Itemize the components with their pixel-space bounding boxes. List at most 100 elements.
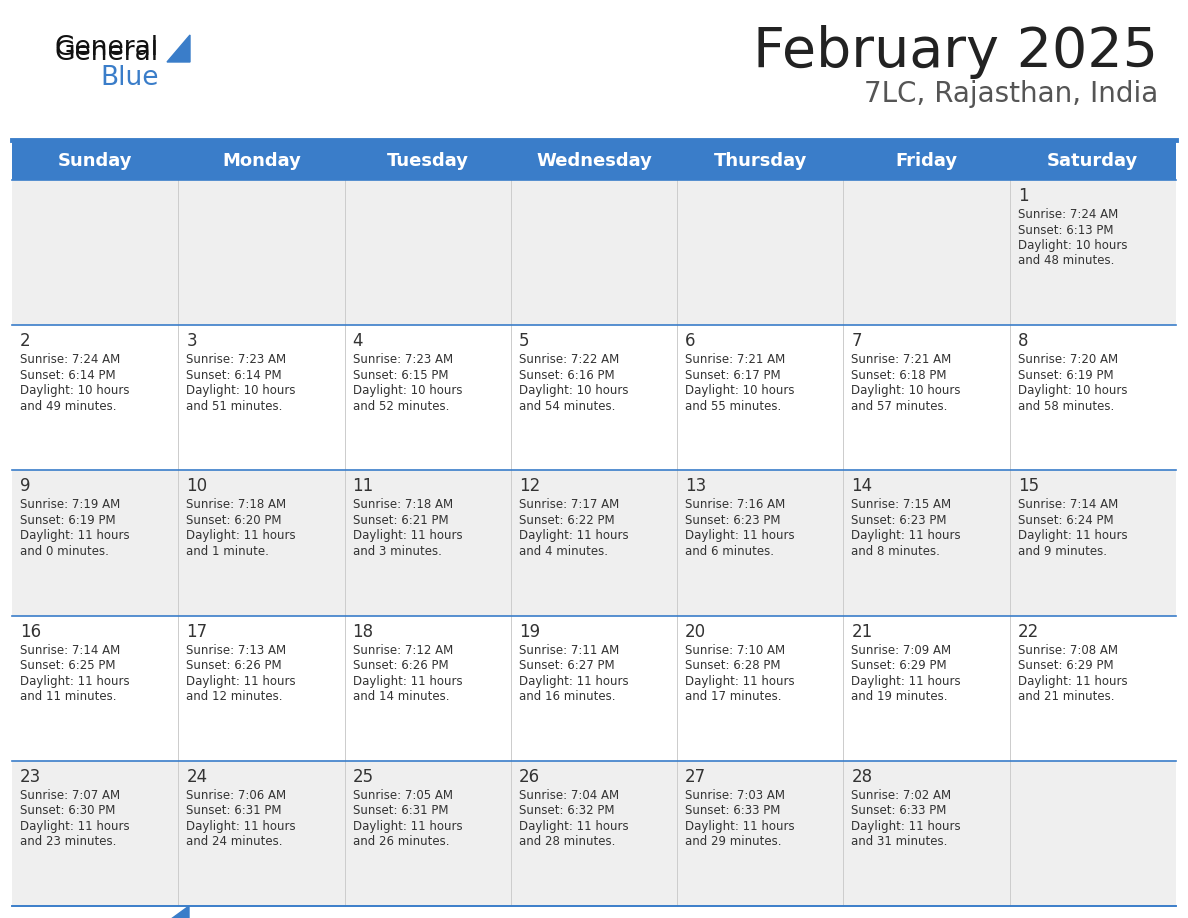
Text: and 29 minutes.: and 29 minutes. [685,835,782,848]
Bar [12,470,1176,616]
Text: 1: 1 [1018,187,1029,205]
Text: Daylight: 11 hours: Daylight: 11 hours [1018,530,1127,543]
Text: and 31 minutes.: and 31 minutes. [852,835,948,848]
Text: Sunrise: 7:05 AM: Sunrise: 7:05 AM [353,789,453,801]
Text: 7LC, Rajasthan, India: 7LC, Rajasthan, India [864,80,1158,108]
Text: and 17 minutes.: and 17 minutes. [685,690,782,703]
Text: Sunrise: 7:14 AM: Sunrise: 7:14 AM [20,644,120,656]
Text: Sunset: 6:20 PM: Sunset: 6:20 PM [187,514,282,527]
Text: Sunset: 6:17 PM: Sunset: 6:17 PM [685,369,781,382]
Text: and 54 minutes.: and 54 minutes. [519,399,615,413]
Text: and 9 minutes.: and 9 minutes. [1018,545,1107,558]
Text: Daylight: 11 hours: Daylight: 11 hours [1018,675,1127,688]
Text: Sunrise: 7:23 AM: Sunrise: 7:23 AM [187,353,286,366]
Text: Sunset: 6:19 PM: Sunset: 6:19 PM [1018,369,1113,382]
Text: Sunset: 6:24 PM: Sunset: 6:24 PM [1018,514,1113,527]
Text: Sunrise: 7:12 AM: Sunrise: 7:12 AM [353,644,453,656]
Text: and 1 minute.: and 1 minute. [187,545,270,558]
Text: Sunrise: 7:04 AM: Sunrise: 7:04 AM [519,789,619,801]
Text: Wednesday: Wednesday [536,152,652,170]
Text: 12: 12 [519,477,541,496]
Text: 28: 28 [852,767,872,786]
Text: Sunset: 6:23 PM: Sunset: 6:23 PM [852,514,947,527]
Text: Daylight: 10 hours: Daylight: 10 hours [20,385,129,397]
Text: and 11 minutes.: and 11 minutes. [20,690,116,703]
Text: Sunrise: 7:22 AM: Sunrise: 7:22 AM [519,353,619,366]
Text: Sunrise: 7:21 AM: Sunrise: 7:21 AM [852,353,952,366]
Text: and 8 minutes.: and 8 minutes. [852,545,941,558]
Text: and 21 minutes.: and 21 minutes. [1018,690,1114,703]
Text: Sunset: 6:18 PM: Sunset: 6:18 PM [852,369,947,382]
Text: and 6 minutes.: and 6 minutes. [685,545,775,558]
Text: Sunrise: 7:10 AM: Sunrise: 7:10 AM [685,644,785,656]
Text: Daylight: 11 hours: Daylight: 11 hours [187,675,296,688]
Text: and 16 minutes.: and 16 minutes. [519,690,615,703]
Text: and 0 minutes.: and 0 minutes. [20,545,109,558]
Text: Sunrise: 7:16 AM: Sunrise: 7:16 AM [685,498,785,511]
Text: and 52 minutes.: and 52 minutes. [353,399,449,413]
Text: and 55 minutes.: and 55 minutes. [685,399,782,413]
Text: Sunrise: 7:15 AM: Sunrise: 7:15 AM [852,498,952,511]
Text: 13: 13 [685,477,707,496]
Text: Thursday: Thursday [714,152,807,170]
Text: Sunset: 6:29 PM: Sunset: 6:29 PM [1018,659,1113,672]
Text: and 4 minutes.: and 4 minutes. [519,545,608,558]
Text: Sunset: 6:33 PM: Sunset: 6:33 PM [852,804,947,817]
Text: Sunrise: 7:02 AM: Sunrise: 7:02 AM [852,789,952,801]
Text: 20: 20 [685,622,707,641]
Text: and 28 minutes.: and 28 minutes. [519,835,615,848]
Text: and 24 minutes.: and 24 minutes. [187,835,283,848]
Text: Tuesday: Tuesday [387,152,469,170]
Text: Daylight: 11 hours: Daylight: 11 hours [187,820,296,833]
Text: and 48 minutes.: and 48 minutes. [1018,254,1114,267]
Text: 10: 10 [187,477,208,496]
Text: Sunset: 6:14 PM: Sunset: 6:14 PM [20,369,115,382]
Text: Sunset: 6:23 PM: Sunset: 6:23 PM [685,514,781,527]
Bar [12,616,1176,761]
Text: Sunrise: 7:18 AM: Sunrise: 7:18 AM [353,498,453,511]
Text: Sunrise: 7:23 AM: Sunrise: 7:23 AM [353,353,453,366]
Text: Daylight: 10 hours: Daylight: 10 hours [353,385,462,397]
Text: Sunrise: 7:06 AM: Sunrise: 7:06 AM [187,789,286,801]
Text: Daylight: 10 hours: Daylight: 10 hours [685,385,795,397]
Text: Monday: Monday [222,152,301,170]
Text: Sunrise: 7:13 AM: Sunrise: 7:13 AM [187,644,286,656]
Text: 9: 9 [20,477,31,496]
Text: and 12 minutes.: and 12 minutes. [187,690,283,703]
Polygon shape [168,35,190,62]
Text: Sunset: 6:29 PM: Sunset: 6:29 PM [852,659,947,672]
Text: 21: 21 [852,622,873,641]
Text: 2: 2 [20,332,31,350]
Text: Daylight: 10 hours: Daylight: 10 hours [1018,239,1127,252]
Text: and 3 minutes.: and 3 minutes. [353,545,442,558]
Text: and 19 minutes.: and 19 minutes. [852,690,948,703]
Text: 25: 25 [353,767,374,786]
Text: 8: 8 [1018,332,1029,350]
Text: and 14 minutes.: and 14 minutes. [353,690,449,703]
Text: Sunrise: 7:21 AM: Sunrise: 7:21 AM [685,353,785,366]
Text: 5: 5 [519,332,530,350]
Text: and 58 minutes.: and 58 minutes. [1018,399,1114,413]
Text: Sunset: 6:31 PM: Sunset: 6:31 PM [187,804,282,817]
Text: Daylight: 11 hours: Daylight: 11 hours [519,675,628,688]
Text: Sunset: 6:27 PM: Sunset: 6:27 PM [519,659,614,672]
Text: Daylight: 10 hours: Daylight: 10 hours [852,385,961,397]
Text: Daylight: 11 hours: Daylight: 11 hours [685,820,795,833]
Text: Sunset: 6:19 PM: Sunset: 6:19 PM [20,514,115,527]
Text: Daylight: 11 hours: Daylight: 11 hours [20,820,129,833]
Text: Sunrise: 7:08 AM: Sunrise: 7:08 AM [1018,644,1118,656]
Text: and 23 minutes.: and 23 minutes. [20,835,116,848]
Text: Sunset: 6:31 PM: Sunset: 6:31 PM [353,804,448,817]
Text: and 51 minutes.: and 51 minutes. [187,399,283,413]
Text: Sunrise: 7:24 AM: Sunrise: 7:24 AM [1018,208,1118,221]
Text: Daylight: 11 hours: Daylight: 11 hours [852,530,961,543]
Text: Sunrise: 7:14 AM: Sunrise: 7:14 AM [1018,498,1118,511]
Text: 11: 11 [353,477,374,496]
Text: Sunset: 6:28 PM: Sunset: 6:28 PM [685,659,781,672]
Text: Daylight: 11 hours: Daylight: 11 hours [852,675,961,688]
Text: Blue: Blue [100,65,158,91]
Text: Sunrise: 7:19 AM: Sunrise: 7:19 AM [20,498,120,511]
Text: Daylight: 11 hours: Daylight: 11 hours [187,530,296,543]
Text: Sunset: 6:26 PM: Sunset: 6:26 PM [353,659,448,672]
Text: Sunset: 6:21 PM: Sunset: 6:21 PM [353,514,448,527]
